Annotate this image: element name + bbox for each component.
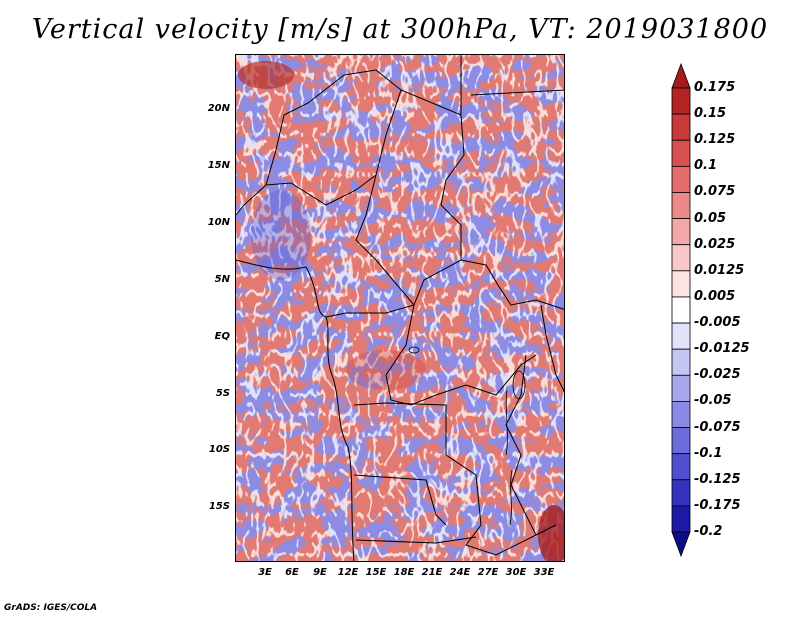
colorbar-label: 0.125 <box>694 132 736 148</box>
map-panel <box>235 54 565 562</box>
lon-label: 18E <box>393 567 415 578</box>
colorbar-label: 0.005 <box>694 288 736 304</box>
lat-label: 5N <box>214 274 230 285</box>
lat-label: 10S <box>208 444 230 455</box>
field-neutral <box>236 55 564 561</box>
lon-label: 24E <box>449 567 471 578</box>
colorbar-label: -0.175 <box>694 497 741 513</box>
colorbar-bin <box>671 296 691 324</box>
lon-label: 27E <box>477 567 499 578</box>
lon-label: 30E <box>505 567 527 578</box>
velocity-field <box>236 55 564 561</box>
colorbar-bin <box>671 374 691 402</box>
colorbar-bin <box>671 113 691 141</box>
colorbar-label: -0.005 <box>694 315 741 331</box>
colorbar-bin <box>671 165 691 193</box>
lat-label: 10N <box>207 217 230 228</box>
lat-label: EQ <box>214 331 230 342</box>
lon-label: 9E <box>313 567 327 578</box>
strong-updraft <box>238 61 294 89</box>
colorbar-bin <box>671 453 691 481</box>
colorbar-label: -0.025 <box>694 367 741 383</box>
colorbar-bin <box>671 139 691 167</box>
colorbar-bin <box>671 348 691 376</box>
lat-label: 15S <box>208 501 230 512</box>
lon-label: 3E <box>258 567 272 578</box>
colorbar-top-triangle <box>671 62 691 89</box>
colorbar-bin <box>671 427 691 455</box>
colorbar-label: -0.1 <box>694 445 723 461</box>
footer-credit: GrADS: IGES/COLA <box>4 603 98 613</box>
strong-updraft <box>538 505 564 561</box>
colorbar-label: 0.15 <box>694 106 727 122</box>
colorbar-bin <box>671 401 691 428</box>
colorbar-label: -0.075 <box>694 419 741 435</box>
colorbar-bottom-triangle <box>671 531 691 558</box>
borders <box>236 55 564 561</box>
lon-label: 21E <box>421 567 443 578</box>
colorbar-bin <box>671 244 691 272</box>
colorbar-label: 0.175 <box>694 80 736 95</box>
strong-updraft <box>346 350 426 390</box>
colorbar-label: 0.05 <box>694 210 727 226</box>
lat-label: 20N <box>207 103 230 114</box>
lon-label: 33E <box>533 567 555 578</box>
colorbar-label: 0.075 <box>694 184 736 200</box>
strong-downdraft <box>251 190 311 280</box>
lat-label: 15N <box>207 160 230 171</box>
plot-title: Vertical velocity [m/s] at 300hPa, VT: 2… <box>31 14 769 45</box>
colorbar-bin <box>671 270 691 298</box>
colorbar-bin <box>671 479 691 507</box>
lat-label: 5S <box>215 388 230 399</box>
colorbar-bin <box>671 218 691 246</box>
colorbar-label: 0.025 <box>694 236 736 252</box>
colorbar-label: 0.1 <box>694 158 718 174</box>
colorbar-bin <box>671 322 691 350</box>
colorbar-bin <box>671 192 691 219</box>
colorbar-label: -0.2 <box>694 524 723 539</box>
lon-label: 15E <box>365 567 387 578</box>
lakes <box>408 346 526 526</box>
lon-label: 12E <box>337 567 359 578</box>
colorbar-label: 0.0125 <box>694 262 745 278</box>
colorbar-label: -0.0125 <box>694 341 750 357</box>
colorbar-label: -0.05 <box>694 393 732 409</box>
colorbar-bin <box>671 87 691 115</box>
colorbar-label: -0.125 <box>694 471 741 487</box>
colorbar-bin <box>671 505 691 533</box>
lon-label: 6E <box>285 567 299 578</box>
